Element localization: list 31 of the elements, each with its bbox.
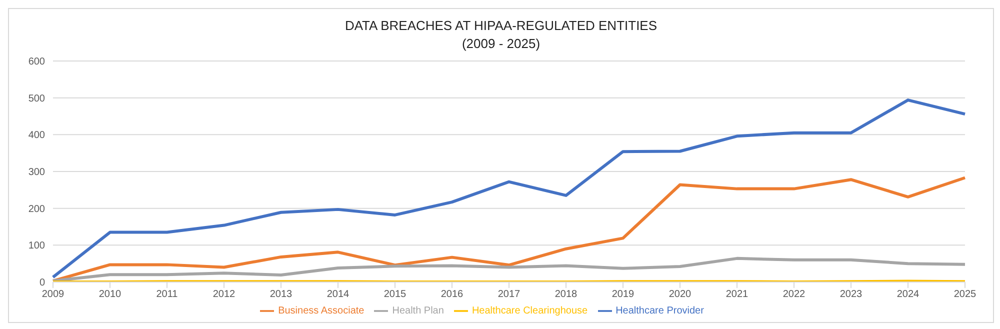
y-tick-label: 300 (28, 167, 46, 178)
x-tick-label: 2009 (42, 289, 65, 300)
x-tick-label: 2011 (156, 289, 178, 300)
y-tick-label: 200 (28, 204, 46, 215)
x-tick-label: 2018 (554, 289, 578, 300)
x-tick-label: 2013 (270, 289, 293, 300)
legend-label: Healthcare Provider (616, 306, 704, 317)
y-tick-label: 500 (28, 93, 46, 104)
x-tick-label: 2021 (726, 289, 749, 300)
y-tick-label: 400 (28, 130, 46, 142)
y-tick-label: 0 (39, 278, 46, 289)
x-tick-label: 2019 (612, 289, 635, 300)
x-tick-label: 2016 (440, 289, 464, 300)
chart-title: DATA BREACHES AT HIPAA-REGULATED ENTITIES (344, 17, 658, 35)
legend-label: Health Plan (392, 306, 444, 317)
chart-subtitle: (2009 - 2025) (460, 35, 542, 53)
x-tick-label: 2025 (954, 289, 977, 300)
x-tick-label: 2014 (326, 289, 350, 300)
x-tick-label: 2012 (212, 289, 236, 300)
x-tick-label: 2022 (782, 289, 806, 300)
legend-label: Business Associate (278, 306, 364, 317)
x-tick-label: 2015 (384, 289, 407, 300)
x-tick-label: 2010 (98, 289, 122, 300)
x-tick-label: 2020 (668, 289, 692, 300)
x-tick-label: 2024 (896, 289, 920, 300)
x-tick-label: 2023 (840, 289, 863, 300)
line-series (52, 98, 966, 279)
x-tick-label: 2017 (498, 289, 521, 300)
y-tick-label: 100 (28, 240, 46, 252)
y-tick-label: 600 (28, 56, 46, 68)
legend-label: Healthcare Clearinghouse (472, 306, 588, 317)
